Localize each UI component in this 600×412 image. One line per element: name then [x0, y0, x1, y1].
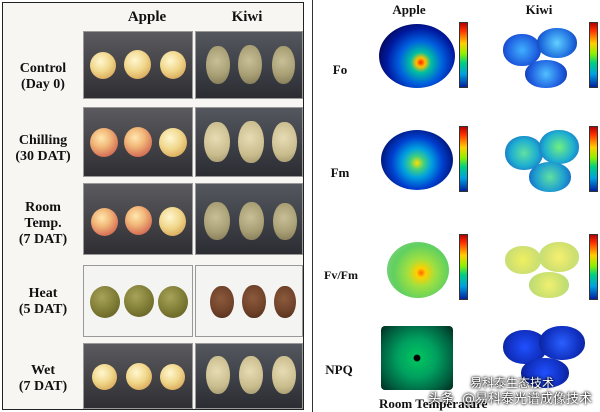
fluor-blob — [505, 246, 541, 274]
kiwi-fruit — [274, 286, 296, 318]
apple-fruit — [90, 286, 120, 318]
fluor-col-header-apple: Apple — [392, 2, 426, 17]
apple-fruit — [159, 207, 186, 236]
colorbar — [459, 22, 468, 88]
fluor-npq-apple — [375, 322, 471, 394]
photo-panel: Apple Kiwi Control (Day 0) Chilling (30 … — [2, 2, 304, 410]
row-label-fo: Fo — [332, 62, 348, 77]
fluor-blob — [381, 326, 453, 390]
row-label-fv-fm: Fv/Fm — [324, 268, 358, 282]
photo-heat-apple — [83, 265, 193, 337]
kiwi-fruit — [239, 202, 264, 240]
apple-fruit — [90, 52, 116, 79]
apple-fruit — [158, 286, 188, 318]
fluor-blob — [537, 28, 577, 58]
photo-room-temp-apple — [83, 183, 193, 255]
fluor-blob — [529, 272, 569, 298]
apple-fruit — [124, 127, 152, 157]
kiwi-fruit — [272, 356, 296, 394]
kiwi-fruit — [210, 286, 234, 318]
watermark-right: @易科泰光谱成像技术 — [462, 392, 593, 407]
kiwi-fruit — [239, 356, 263, 394]
kiwi-fruit — [272, 46, 295, 84]
apple-fruit — [126, 363, 152, 390]
row-label-room-temp: Room Temp. (7 DAT) — [18, 200, 68, 247]
watermark-left: 头条 — [428, 392, 455, 407]
apple-fruit — [92, 364, 117, 390]
kiwi-fruit — [238, 45, 262, 84]
kiwi-fruit — [273, 203, 297, 240]
fluor-fvfm-kiwi — [499, 234, 599, 304]
row-label-control: Control (Day 0) — [19, 61, 67, 92]
apple-fruit — [91, 208, 118, 236]
photo-wet-apple — [83, 343, 193, 409]
fluor-blob — [539, 242, 579, 272]
photo-control-kiwi — [195, 31, 303, 99]
photo-wet-kiwi — [195, 343, 303, 409]
fluor-col-header-kiwi: Kiwi — [525, 2, 553, 17]
kiwi-fruit — [206, 46, 230, 84]
apple-fruit — [124, 285, 154, 317]
apple-fruit — [160, 364, 185, 390]
row-label-chilling: Chilling (30 DAT) — [15, 133, 71, 164]
photo-chilling-apple — [83, 107, 193, 177]
apple-fruit — [160, 51, 186, 79]
photo-control-apple — [83, 31, 193, 99]
photo-heat-kiwi — [195, 265, 303, 337]
fluor-caption: Room Temperature — [379, 396, 488, 411]
row-label-fm: Fm — [330, 165, 350, 180]
fluor-blob — [521, 358, 569, 388]
kiwi-fruit — [204, 202, 230, 240]
kiwi-fruit — [272, 122, 297, 162]
row-label-heat: Heat (5 DAT) — [18, 286, 68, 317]
apple-fruit — [159, 128, 187, 157]
row-label-npq: NPQ — [325, 362, 353, 377]
kiwi-fruit — [242, 285, 266, 318]
fluor-blob — [387, 242, 449, 298]
watermark-overlay: 易科泰生态技术 — [470, 376, 555, 390]
fluor-blob — [539, 130, 579, 164]
fluor-blob — [379, 24, 455, 88]
photo-room-temp-kiwi — [195, 183, 303, 255]
fluor-blob — [539, 326, 585, 360]
colorbar — [589, 234, 598, 300]
fluor-fm-apple — [375, 126, 471, 196]
fluor-blob — [529, 162, 571, 192]
apple-fruit — [124, 50, 151, 79]
apple-fruit — [125, 206, 152, 235]
fluor-fvfm-apple — [375, 234, 471, 304]
fluor-blob — [525, 60, 567, 88]
fluor-fo-kiwi — [499, 22, 599, 92]
kiwi-fruit — [206, 356, 230, 394]
row-label-wet: Wet (7 DAT) — [18, 363, 68, 394]
kiwi-fruit — [204, 122, 230, 162]
col-header-apple: Apple — [127, 9, 167, 25]
fluor-npq-kiwi — [499, 322, 599, 392]
fluor-fm-kiwi — [499, 126, 599, 196]
colorbar — [459, 234, 468, 300]
apple-fruit — [90, 128, 118, 157]
colorbar — [459, 126, 468, 192]
fluor-blob — [381, 130, 453, 190]
colorbar — [589, 22, 598, 88]
colorbar — [589, 126, 598, 192]
fluor-fo-apple — [375, 22, 471, 92]
fluorescence-panel: Apple Kiwi Fo Fm Fv/Fm NPQ — [312, 0, 600, 412]
kiwi-fruit — [238, 121, 264, 163]
photo-chilling-kiwi — [195, 107, 303, 177]
col-header-kiwi: Kiwi — [231, 9, 263, 25]
